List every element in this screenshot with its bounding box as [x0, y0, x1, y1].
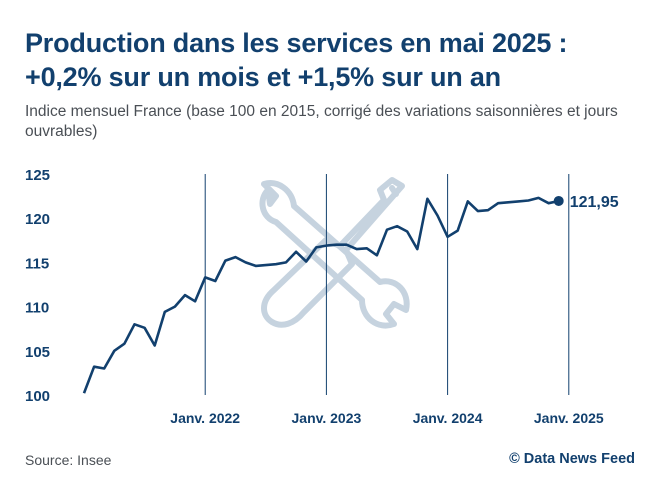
y-tick-label: 120	[25, 211, 50, 228]
y-tick-label: 105	[25, 344, 50, 361]
last-point-marker	[554, 196, 564, 206]
last-value-label: 121,95	[570, 194, 619, 211]
x-tick-label: Janv. 2024	[413, 410, 483, 426]
y-tick-label: 115	[25, 255, 49, 272]
credit-text: © Data News Feed	[509, 451, 635, 467]
y-tick-label: 110	[25, 300, 49, 317]
wrench-screwdriver-icon	[262, 180, 406, 326]
y-tick-label: 125	[25, 167, 50, 184]
source-text: Source: Insee	[25, 452, 111, 468]
x-tick-label: Janv. 2025	[534, 410, 604, 426]
x-tick-label: Janv. 2023	[292, 410, 362, 426]
line-chart: 100 105 110 115 120 125 Janv. 2022 Janv. 2023 J…	[0, 0, 660, 496]
y-tick-label: 100	[25, 388, 50, 405]
x-tick-label: Janv. 2022	[170, 410, 240, 426]
